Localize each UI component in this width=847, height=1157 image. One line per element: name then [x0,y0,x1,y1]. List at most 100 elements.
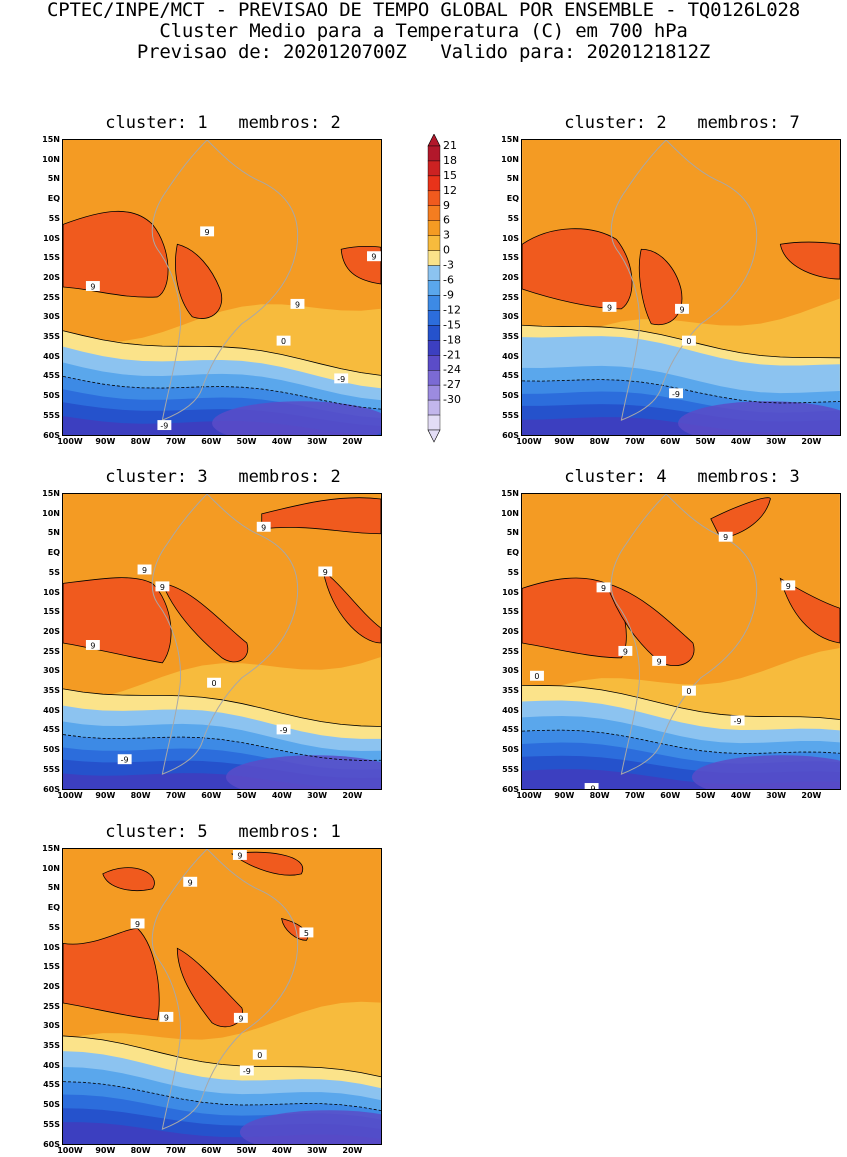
coastline [151,849,299,1130]
svg-text:-9: -9 [121,756,129,765]
svg-text:9: 9 [160,583,165,592]
lat-tick-label: 20S [502,272,519,282]
colorbar-level-label: -9 [443,288,454,301]
lat-tick-label: 60S [43,784,60,794]
contour-0 [522,685,840,720]
colorbar-swatch [427,399,441,416]
membros-number: 2 [320,113,341,133]
lat-tick-label: 15S [502,253,519,263]
map-panel-cluster-1: 9 9 9 9 0 -9 -9 [62,139,382,436]
lon-tick-label: 30W [307,791,328,800]
lon-tick-label: 100W [57,791,83,800]
svg-text:9: 9 [723,533,728,542]
lat-tick-label: 30S [502,312,519,322]
warm-region-9 [522,228,633,310]
map-panel-cluster-3: 9 9 9 9 9 0 -9 -9 [62,493,382,790]
lat-tick-label: 10N [42,154,60,164]
lon-tick-label: 100W [516,437,542,446]
lat-tick-label: 45S [43,371,60,381]
svg-text:9: 9 [623,647,628,656]
colorbar: 21 18 15 12 9 6 3 0 -3 -6-9 -12 -15 -18 -21 -24 -27 -30 [427,134,461,443]
svg-text:0: 0 [257,1051,262,1060]
svg-text:-9: -9 [672,390,680,399]
lat-tick-label: 10S [43,942,60,952]
svg-text:9: 9 [90,282,95,291]
membros-label: membros: [207,822,321,842]
lon-tick-label: 30W [766,791,787,800]
svg-text:-9: -9 [734,717,742,726]
lon-tick-label: 60W [660,437,681,446]
colorbar-level-label: -12 [443,303,461,316]
lat-tick-label: 55S [43,764,60,774]
membros-label: membros: [207,467,321,487]
map-panel-cluster-2: 9 9 0 -9 [521,139,841,436]
lat-tick-label: 45S [502,725,519,735]
lat-tick-label: 30S [43,312,60,322]
lon-tick-label: 50W [236,437,257,446]
colorbar-level-label: 0 [443,244,450,257]
colorbar-level-label: -18 [443,333,461,346]
colorbar-level-label: 12 [443,184,457,197]
lat-tick-label: EQ [47,548,60,558]
lat-tick-label: 5N [506,528,519,538]
lon-tick-label: 70W [165,437,186,446]
lat-tick-label: 15S [43,253,60,263]
lat-tick-label: EQ [47,194,60,204]
coastline [610,140,758,421]
lat-tick-label: 10N [501,508,519,518]
contour-label: -9 [276,724,291,735]
contour-label: 9 [652,655,667,666]
colorbar-swatch [427,370,441,386]
colorbar-swatch [427,220,441,236]
svg-text:9: 9 [323,568,328,577]
lon-tick-label: 50W [236,1146,257,1155]
colorbar-swatch [427,145,441,162]
lat-tick-label: 55S [43,1119,60,1129]
warm-region-9 [522,577,627,659]
lat-tick-label: 5S [48,213,60,223]
lon-tick-label: 90W [554,437,575,446]
svg-text:9: 9 [90,641,95,650]
colorbar-arrow-bottom [427,429,441,443]
header-title: CPTEC/INPE/MCT - PREVISAO DE TEMPO GLOBA… [46,0,800,21]
contour-label: 9 [137,564,152,575]
contour-0 [63,1035,381,1078]
lat-tick-label: EQ [506,194,519,204]
membros-label: membros: [666,467,780,487]
colorbar-level-label: -15 [443,318,461,331]
temperature-map: 9 9 0 -9 [521,139,841,436]
lon-tick-label: 20W [342,437,363,446]
contour-0 [522,324,840,359]
lon-tick-label: 50W [236,791,257,800]
lat-tick-label: 55S [502,764,519,774]
contour-label: 9 [318,566,333,577]
lon-tick-label: 80W [589,791,610,800]
lat-tick-label: 10S [43,233,60,243]
lat-tick-label: 25S [43,292,60,302]
contour-label: 0 [207,677,222,688]
coastline [151,140,299,421]
svg-text:9: 9 [786,582,791,591]
lat-tick-label: 5N [47,883,60,893]
lon-tick-label: 40W [271,437,292,446]
svg-text:-9: -9 [160,422,168,431]
warm-region-north [102,851,304,891]
svg-text:-9: -9 [243,1067,251,1076]
lat-tick-label: 25S [43,646,60,656]
contour-label: 9 [85,640,100,650]
contour-label: 9 [367,251,381,262]
lat-tick-label: 10S [502,587,519,597]
svg-text:9: 9 [371,253,376,262]
warm-region-9 [638,248,683,326]
colorbar-level-label: 9 [443,199,450,212]
colorbar-swatch [427,235,441,251]
lat-tick-label: 10S [502,233,519,243]
lon-tick-label: 100W [57,437,83,446]
contour-0 [63,688,381,727]
contour-label: 9 [256,521,271,532]
lon-tick-label: 20W [801,791,822,800]
lat-tick-label: 15N [42,489,60,498]
contour-label: 9 [781,580,796,591]
band-m21-m18 [678,401,840,435]
lat-tick-label: 25S [502,646,519,656]
